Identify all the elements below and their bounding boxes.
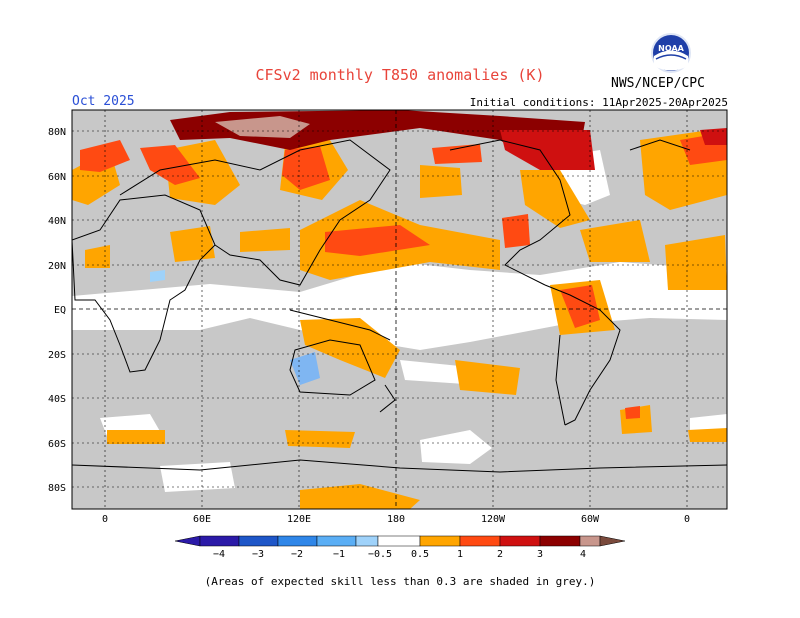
warm-anomaly-strong bbox=[325, 225, 430, 256]
warm-anomaly bbox=[520, 170, 590, 228]
warm-anomaly bbox=[170, 226, 215, 262]
warm-anomaly-extreme bbox=[500, 130, 595, 170]
logo-lettering: NOAA bbox=[658, 44, 684, 53]
legend-label: 2 bbox=[497, 549, 503, 560]
map-title: CFSv2 monthly T850 anomalies (K) bbox=[255, 66, 545, 84]
lat-tick-label: 60S bbox=[48, 439, 66, 450]
lon-axis: 0 60E 120E 180 120W 60W 0 bbox=[102, 514, 690, 525]
warm-anomaly bbox=[240, 228, 290, 252]
legend-label: −3 bbox=[252, 549, 264, 560]
lat-tick-label: 20N bbox=[48, 261, 66, 272]
legend-swatch bbox=[377, 535, 421, 547]
warm-anomaly bbox=[300, 484, 420, 509]
legend-label: −2 bbox=[291, 549, 303, 560]
warm-anomaly bbox=[665, 235, 727, 290]
noaa-logo: NOAA bbox=[650, 32, 692, 78]
legend-swatch bbox=[355, 535, 379, 547]
warm-anomaly-strong bbox=[625, 406, 640, 419]
lon-tick-label: 0 bbox=[102, 514, 108, 525]
legend-arrow-high bbox=[599, 535, 626, 547]
legend-swatch bbox=[579, 535, 601, 547]
warm-anomaly bbox=[580, 220, 650, 262]
legend-swatch bbox=[199, 535, 240, 547]
neutral-patch bbox=[420, 430, 492, 464]
warm-anomaly bbox=[688, 428, 727, 442]
lat-tick-label: 60N bbox=[48, 172, 66, 183]
warm-anomaly bbox=[107, 430, 165, 444]
warm-anomaly bbox=[85, 245, 110, 268]
warm-anomaly bbox=[165, 140, 240, 205]
graticule bbox=[72, 110, 727, 509]
cold-anomaly bbox=[150, 270, 165, 282]
legend-arrow-low bbox=[174, 535, 201, 547]
warm-anomaly bbox=[420, 165, 462, 198]
cold-anomaly bbox=[290, 352, 320, 385]
neutral-patch bbox=[160, 462, 235, 492]
lon-tick-label: 0 bbox=[684, 514, 690, 525]
warm-anomaly-extreme bbox=[700, 128, 727, 145]
lat-tick-label: 80S bbox=[48, 483, 66, 494]
lon-tick-label: 180 bbox=[387, 514, 405, 525]
legend-label: −1 bbox=[333, 549, 345, 560]
forecast-period: Oct 2025 bbox=[72, 94, 135, 109]
color-legend: −4 −3 −2 −1 −0.5 0.5 1 2 3 4 bbox=[174, 535, 626, 560]
coastlines bbox=[72, 139, 727, 473]
warm-anomaly-strong bbox=[282, 146, 330, 190]
reference-lines bbox=[72, 110, 727, 509]
warm-anomaly-strong bbox=[432, 144, 482, 164]
legend-label: −0.5 bbox=[368, 549, 392, 560]
lat-tick-label: 20S bbox=[48, 350, 66, 361]
lon-tick-label: 120E bbox=[287, 514, 311, 525]
legend-label: −4 bbox=[213, 549, 225, 560]
initial-conditions: Initial conditions: 11Apr2025-20Apr2025 bbox=[469, 96, 728, 109]
legend-swatch bbox=[539, 535, 581, 547]
map-frame bbox=[71, 109, 728, 510]
legend-swatch bbox=[499, 535, 541, 547]
lat-tick-label: 40N bbox=[48, 216, 66, 227]
agency-label: NWS/NCEP/CPC bbox=[611, 76, 705, 91]
legend-swatch bbox=[238, 535, 279, 547]
legend-label: 3 bbox=[537, 549, 543, 560]
legend-swatch bbox=[316, 535, 357, 547]
warm-anomaly-strong bbox=[502, 214, 530, 248]
legend-swatch bbox=[277, 535, 318, 547]
warm-anomaly bbox=[455, 360, 520, 395]
lon-tick-label: 60W bbox=[581, 514, 600, 525]
warm-anomaly-max bbox=[215, 116, 310, 138]
warm-anomaly bbox=[285, 430, 355, 448]
warm-anomaly-strong bbox=[140, 145, 200, 185]
lat-axis: 80N 60N 40N 20N EQ 20S 40S 60S 80S bbox=[48, 127, 66, 494]
legend-label: 0.5 bbox=[411, 549, 429, 560]
lat-tick-label: EQ bbox=[54, 305, 66, 316]
lat-tick-label: 40S bbox=[48, 394, 66, 405]
legend-swatch bbox=[459, 535, 501, 547]
legend-label: 1 bbox=[457, 549, 463, 560]
skill-footnote: (Areas of expected skill less than 0.3 a… bbox=[204, 575, 596, 588]
lat-tick-label: 80N bbox=[48, 127, 66, 138]
legend-swatch bbox=[419, 535, 461, 547]
legend-label: 4 bbox=[580, 549, 586, 560]
map-field bbox=[72, 110, 727, 509]
lon-tick-label: 60E bbox=[193, 514, 211, 525]
lon-tick-label: 120W bbox=[481, 514, 506, 525]
